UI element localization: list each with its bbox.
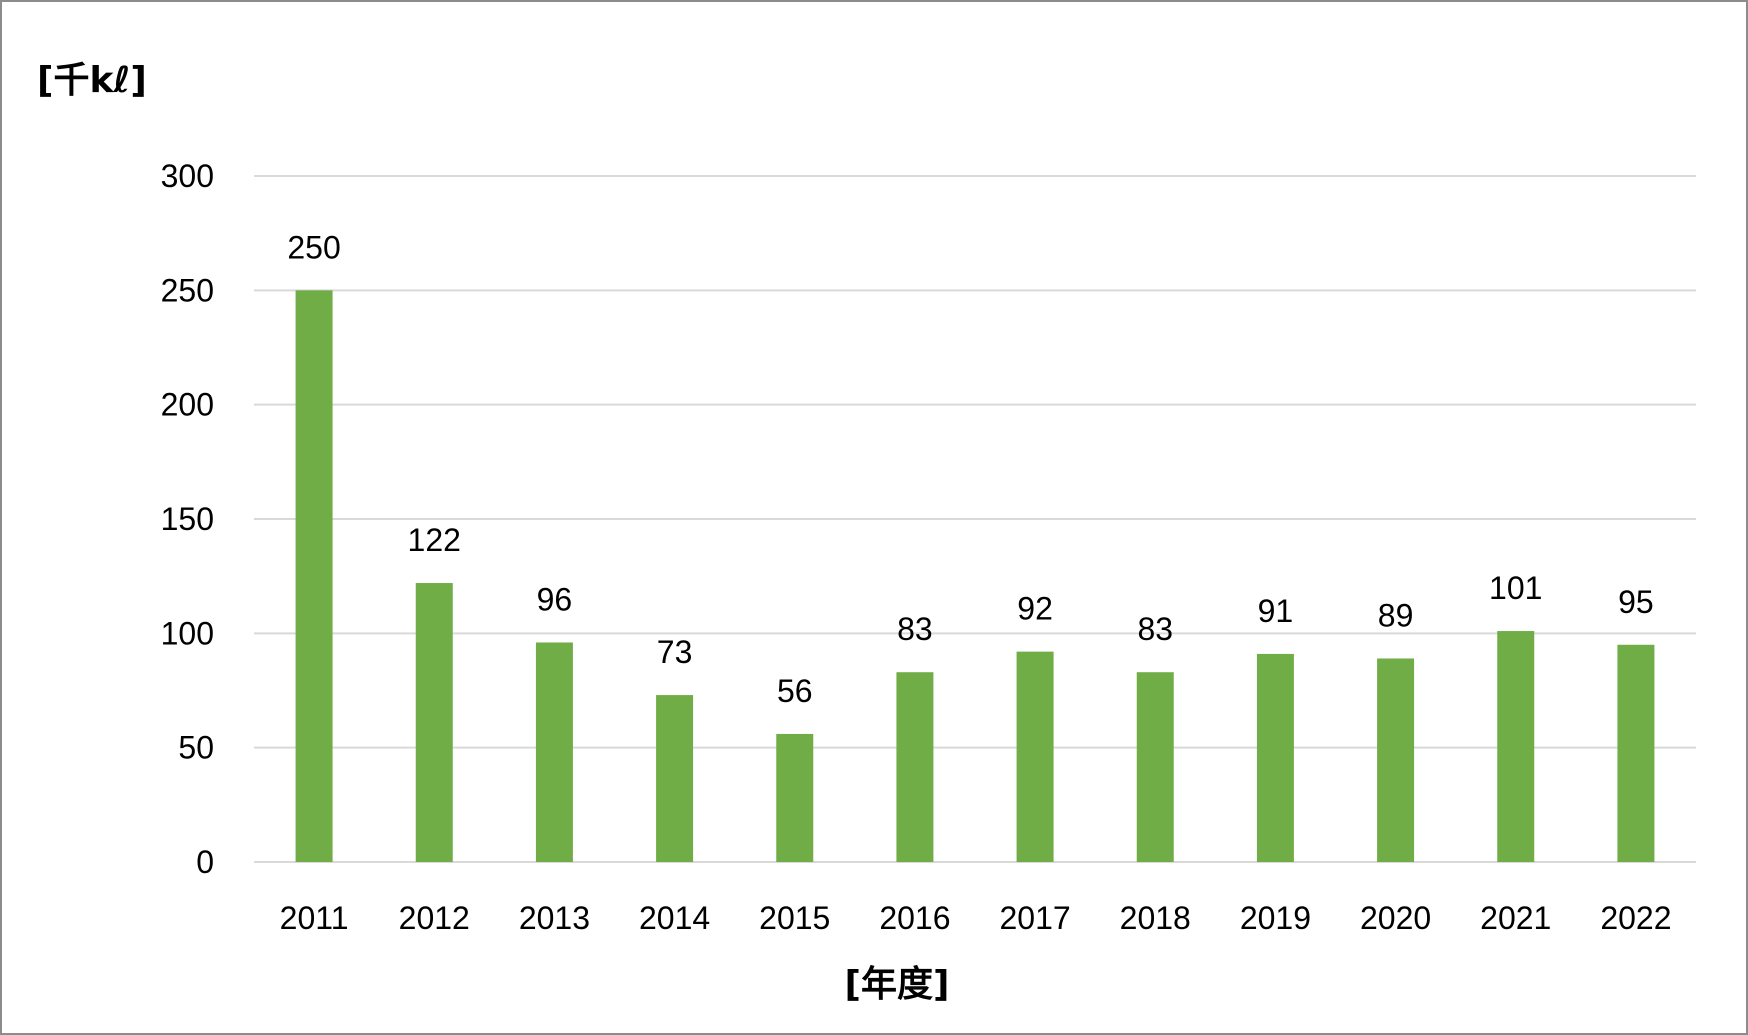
y-tick-label: 100 [161, 615, 214, 651]
data-label-2014: 73 [657, 634, 693, 670]
bars [295, 290, 1655, 862]
y-tick-label: 50 [178, 730, 214, 766]
y-tick-label: 0 [196, 844, 214, 880]
x-tick-label: 2021 [1480, 900, 1551, 936]
y-tick-label: 250 [161, 272, 214, 308]
y-tick-label: 150 [161, 501, 214, 537]
gridlines [254, 175, 1696, 863]
bar-2015 [776, 733, 814, 862]
x-tick-label: 2018 [1120, 900, 1191, 936]
bar-2022 [1617, 644, 1655, 862]
x-tick-label: 2016 [879, 900, 950, 936]
data-label-2017: 92 [1017, 591, 1053, 627]
bar-2019 [1256, 653, 1294, 862]
data-label-2016: 83 [897, 611, 933, 647]
bar-2014 [656, 695, 694, 862]
data-label-2018: 83 [1137, 611, 1173, 647]
x-tick-label: 2015 [759, 900, 830, 936]
bar-2017 [1016, 651, 1054, 862]
x-tick-label: 2022 [1600, 900, 1671, 936]
data-labels: 250 122 96 73 56 83 92 83 91 89 101 95 [287, 229, 1653, 709]
data-label-2022: 95 [1618, 584, 1654, 620]
bar-2011 [295, 290, 333, 862]
y-axis-title: [千kℓ] [37, 60, 147, 101]
data-label-2020: 89 [1378, 597, 1414, 633]
data-label-2012: 122 [408, 522, 461, 558]
bar-2021 [1497, 631, 1535, 862]
bar-2016 [896, 672, 934, 862]
x-tick-label: 2014 [639, 900, 710, 936]
x-axis-ticks: 2011 2012 2013 2014 2015 2016 2017 2018 2019 2020… [280, 900, 1672, 936]
x-tick-label: 2011 [280, 900, 349, 936]
x-tick-label: 2020 [1360, 900, 1431, 936]
y-tick-label: 300 [161, 158, 214, 194]
data-label-2021: 101 [1489, 570, 1542, 606]
data-label-2011: 250 [287, 229, 340, 265]
data-label-2019: 91 [1258, 593, 1294, 629]
y-axis-ticks: 0 50 100 150 200 250 300 [161, 158, 214, 880]
x-tick-label: 2013 [519, 900, 590, 936]
bar-2012 [415, 583, 453, 862]
bar-2013 [535, 642, 573, 862]
data-label-2013: 96 [537, 581, 573, 617]
x-axis-title: [年度] [845, 964, 950, 1005]
bar-2020 [1377, 658, 1415, 862]
x-tick-label: 2019 [1240, 900, 1311, 936]
data-label-2015: 56 [777, 673, 813, 709]
x-tick-label: 2017 [999, 900, 1070, 936]
x-tick-label: 2012 [399, 900, 470, 936]
bar-2018 [1136, 672, 1174, 862]
y-tick-label: 200 [161, 387, 214, 423]
